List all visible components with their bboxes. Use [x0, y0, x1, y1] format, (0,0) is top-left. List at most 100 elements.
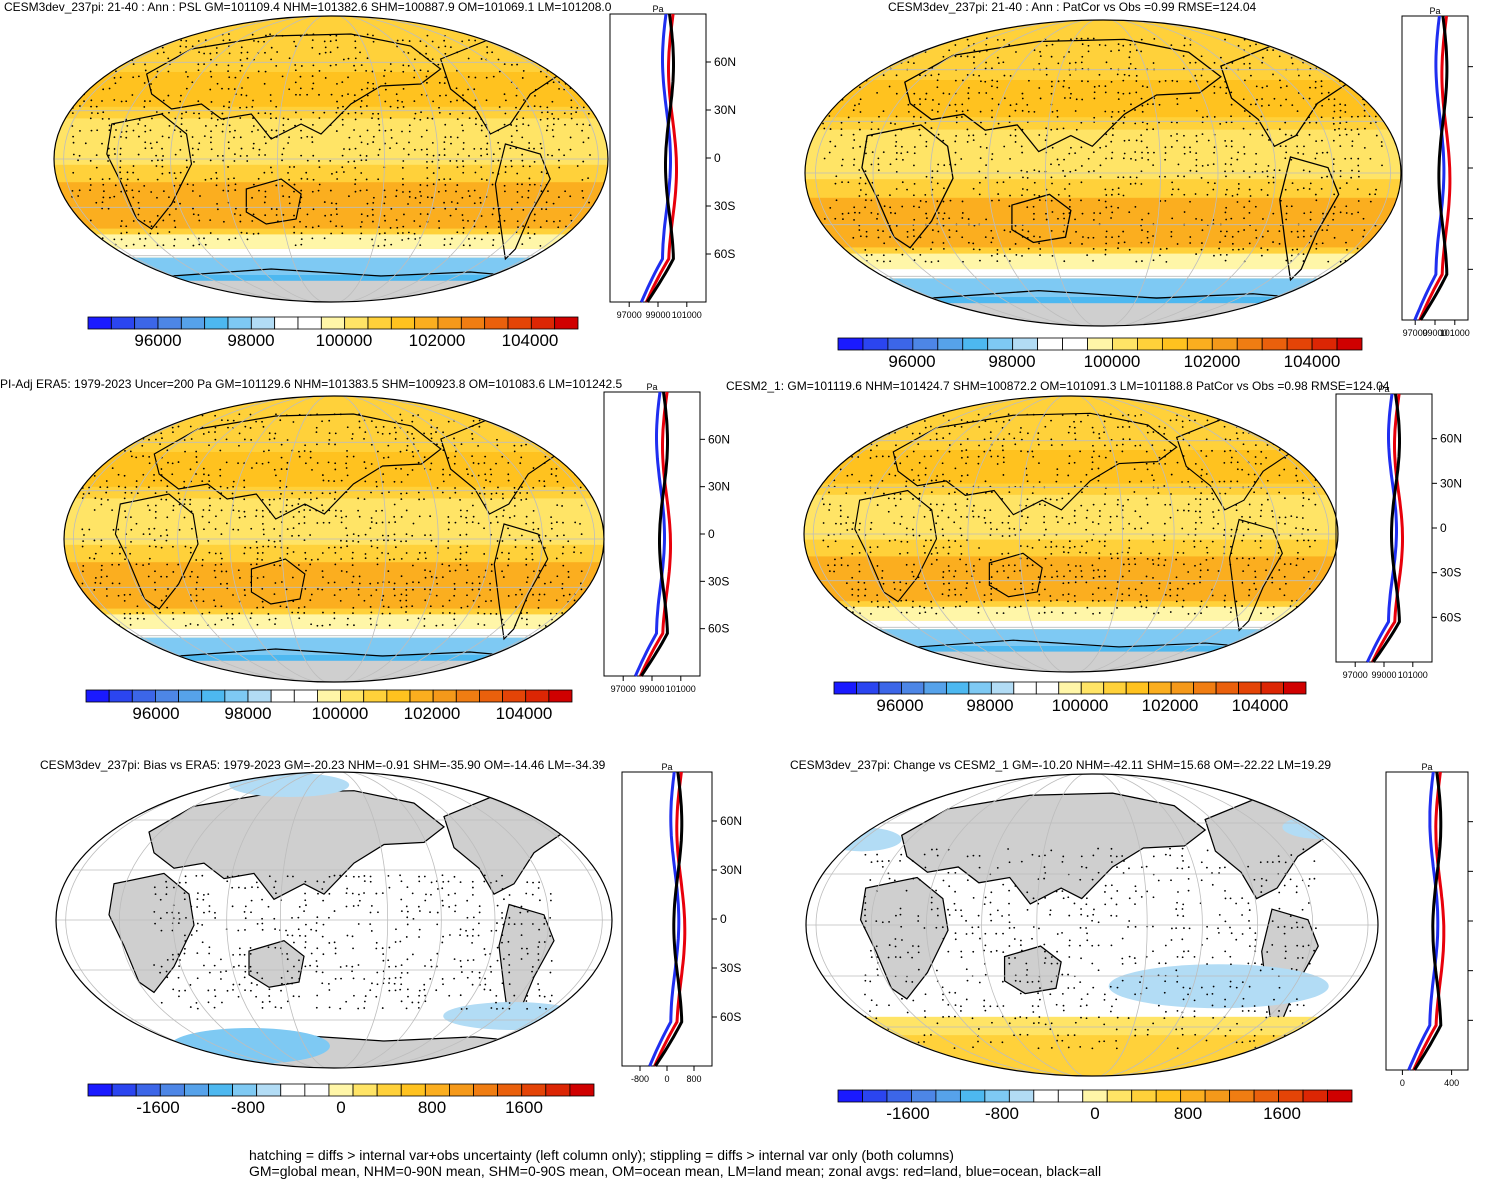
stipple-dot: [514, 426, 517, 428]
stipple-dot: [232, 953, 235, 956]
stipple-dot: [961, 217, 964, 219]
stipple-dot: [543, 593, 546, 596]
stipple-dot: [300, 137, 303, 139]
stipple-dot: [937, 163, 940, 166]
stipple-dot: [100, 545, 103, 548]
stipple-dot: [262, 606, 265, 609]
stipple-dot: [1043, 606, 1046, 609]
stipple-dot: [1213, 92, 1216, 94]
colorbar-swatch: [455, 689, 480, 703]
stipple-dot: [300, 177, 303, 180]
stipple-dot: [168, 124, 171, 127]
stipple-dot: [113, 99, 116, 101]
stipple-dot: [184, 498, 187, 501]
stipple-dot: [383, 539, 385, 542]
stipple-dot: [1099, 164, 1102, 167]
stipple-dot: [1092, 431, 1095, 434]
stipple-dot: [1117, 193, 1120, 196]
stipple-dot: [1045, 218, 1048, 221]
stipple-dot: [1183, 193, 1186, 196]
stipple-dot: [220, 618, 223, 621]
stipple-dot: [1212, 557, 1214, 560]
stipple-dot: [1092, 612, 1094, 615]
stipple-dot: [1104, 575, 1106, 578]
stipple-dot: [369, 605, 372, 608]
stipple-dot: [1158, 552, 1161, 555]
stipple-dot: [359, 189, 362, 192]
stipple-dot: [335, 39, 338, 42]
stipple-dot: [1201, 133, 1204, 136]
stipple-dot: [395, 431, 397, 434]
stipple-dot: [372, 135, 375, 138]
stipple-dot: [201, 874, 204, 877]
stipple-dot: [973, 224, 976, 227]
stipple-dot: [1007, 576, 1010, 579]
stipple-dot: [876, 594, 879, 597]
stipple-dot: [894, 539, 897, 541]
stipple-dot: [564, 237, 567, 240]
stipple-dot: [840, 564, 843, 566]
stipple-dot: [201, 515, 204, 518]
stipple-dot: [352, 455, 355, 458]
stipple-dot: [100, 564, 103, 567]
stipple-dot: [171, 911, 174, 914]
stipple-dot: [329, 64, 332, 67]
stipple-dot: [436, 582, 438, 585]
stipple-dot: [351, 437, 354, 440]
stipple-dot: [550, 516, 553, 518]
stipple-dot: [292, 995, 295, 998]
stipple-dot: [153, 910, 156, 913]
stipple-dot: [249, 617, 252, 620]
stipple-dot: [237, 886, 240, 889]
stipple-dot: [208, 509, 211, 512]
stipple-dot: [275, 413, 277, 416]
stipple-dot: [337, 106, 339, 109]
stipple-dot: [1086, 254, 1089, 257]
stipple-dot: [516, 172, 519, 175]
stipple-dot: [82, 594, 85, 597]
stipple-dot: [582, 160, 585, 163]
stipple-dot: [846, 438, 849, 441]
stipple-dot: [472, 462, 475, 464]
stipple-dot: [453, 582, 456, 585]
stipple-dot: [298, 497, 301, 500]
stipple-dot: [288, 136, 290, 139]
stipple-dot: [564, 244, 567, 247]
stipple-dot: [412, 588, 414, 591]
stipple-dot: [402, 87, 405, 90]
stipple-dot: [833, 601, 836, 603]
stipple-dot: [1110, 217, 1112, 219]
stipple-dot: [1098, 515, 1101, 518]
stipple-dot: [126, 124, 129, 127]
stipple-dot: [1253, 582, 1256, 585]
stipple-dot: [250, 612, 253, 615]
stipple-dot: [323, 40, 326, 43]
stipple-dot: [71, 220, 74, 222]
stipple-dot: [1247, 450, 1249, 453]
stipple-dot: [365, 159, 368, 161]
stipple-dot: [1097, 479, 1100, 482]
stipple-dot: [516, 220, 519, 223]
stipple-dot: [132, 76, 135, 79]
stipple-dot: [93, 557, 96, 560]
stipple-dot: [95, 105, 98, 108]
stipple-dot: [418, 515, 421, 518]
stipple-dot: [300, 129, 302, 132]
stipple-dot: [1220, 230, 1222, 233]
stipple-dot: [918, 128, 921, 131]
stipple-dot: [239, 155, 242, 157]
colorbar-swatch: [1161, 337, 1188, 351]
stipple-dot: [1061, 443, 1064, 446]
stipple-dot: [216, 208, 219, 211]
stipple-dot: [870, 612, 872, 615]
stipple-dot: [1255, 38, 1258, 41]
stipple-dot: [1163, 539, 1166, 542]
stipple-dot: [1309, 56, 1312, 59]
stipple-dot: [580, 588, 583, 591]
zonal-x-tick-label: 97000: [1343, 670, 1368, 680]
stipple-dot: [1127, 558, 1130, 560]
stipple-dot: [309, 456, 312, 459]
stipple-dot: [564, 33, 566, 36]
stipple-dot: [489, 468, 492, 471]
stipple-dot: [1123, 241, 1126, 244]
